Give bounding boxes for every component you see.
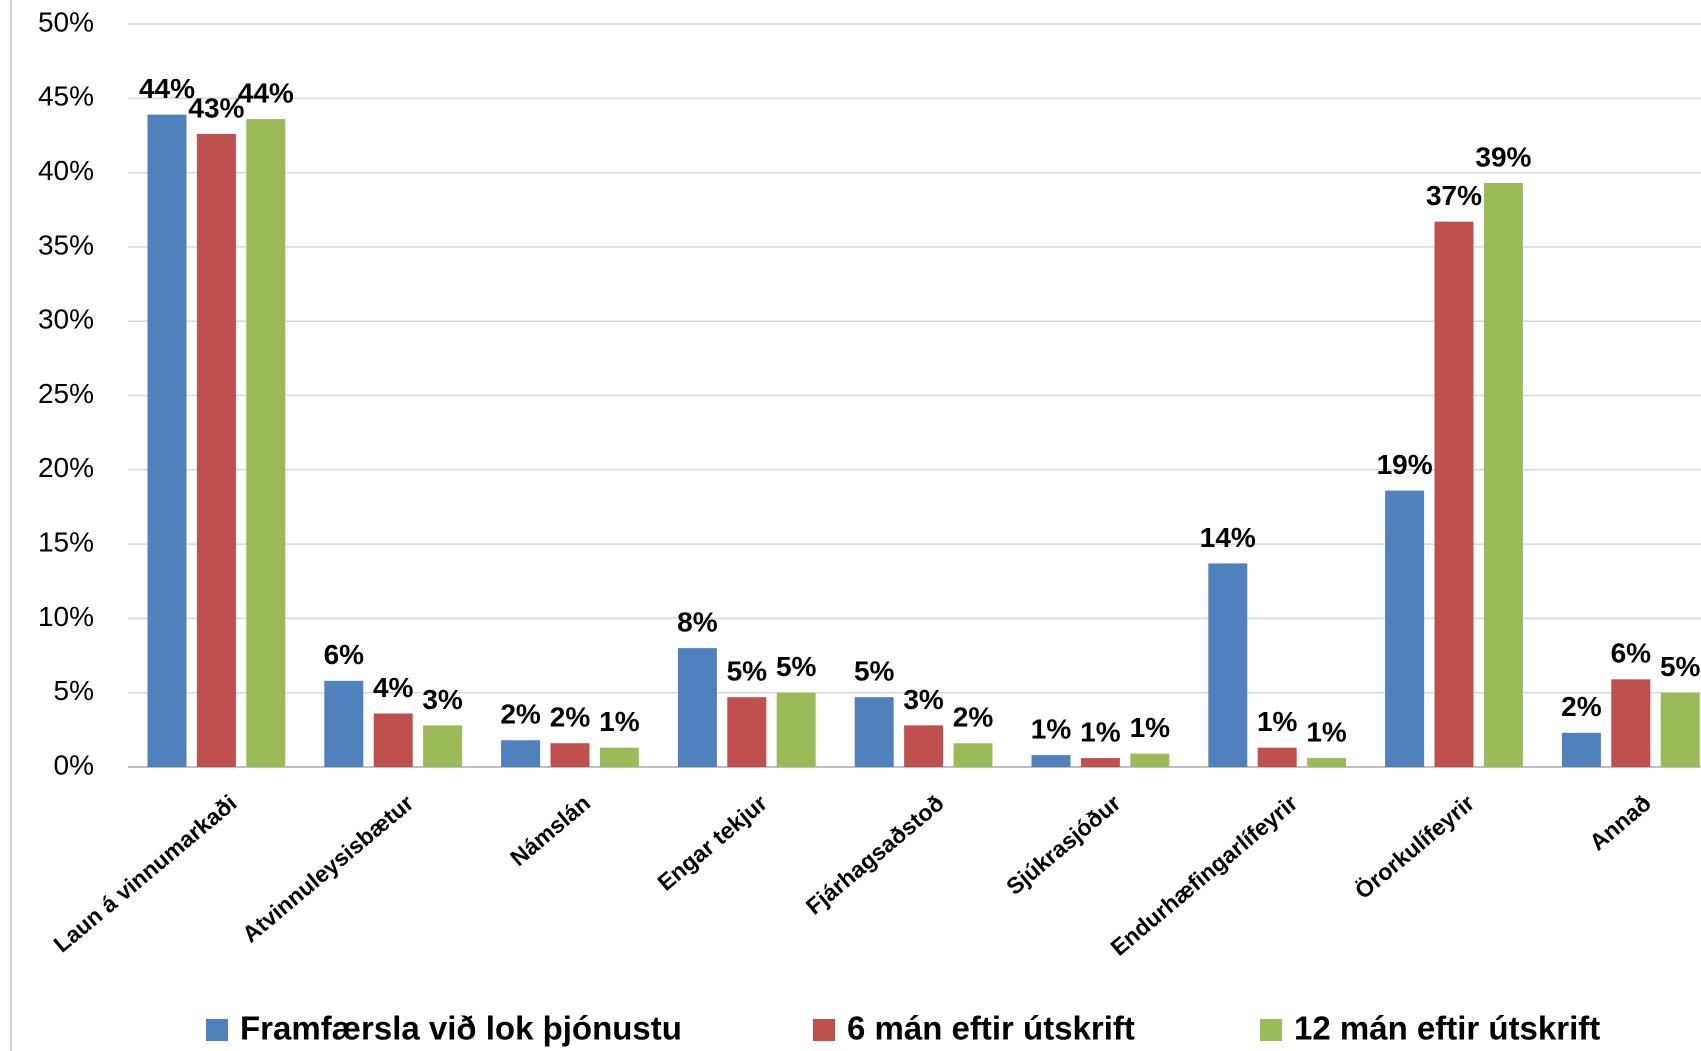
value-label: 44%	[238, 77, 294, 108]
value-label: 3%	[903, 684, 944, 715]
value-label: 39%	[1475, 141, 1531, 172]
bar	[373, 713, 413, 767]
bar	[904, 725, 944, 767]
bar	[1257, 747, 1297, 767]
bar	[501, 740, 541, 767]
value-label: 1%	[1031, 714, 1072, 745]
x-tick-label: Engar tekjur	[652, 790, 772, 896]
value-label: 2%	[1561, 691, 1602, 722]
value-label: 4%	[373, 672, 414, 703]
bar	[1483, 183, 1523, 767]
value-label: 1%	[1080, 716, 1121, 747]
x-tick-label: Laun á vinnumarkaði	[49, 790, 242, 958]
value-label: 43%	[188, 92, 244, 123]
x-tick-label: Námslán	[505, 790, 595, 872]
legend-swatch	[1260, 1019, 1282, 1041]
legend-label: Framfærsla við lok þjónustu	[240, 1010, 682, 1047]
bar	[953, 743, 993, 767]
bar	[1208, 563, 1248, 767]
bar	[324, 680, 364, 767]
bar	[550, 743, 590, 767]
x-tick-label: Örorkulífeyrir	[1350, 790, 1479, 904]
bar	[1561, 732, 1601, 767]
x-tick-label: Fjárhagsaðstoð	[801, 790, 949, 920]
bar	[1031, 755, 1071, 767]
y-tick-label: 5%	[54, 675, 94, 706]
bar	[854, 697, 894, 767]
bar	[1080, 758, 1120, 767]
value-label: 6%	[324, 639, 365, 670]
bar	[1385, 490, 1425, 767]
bar	[423, 725, 463, 767]
value-label: 5%	[727, 656, 768, 687]
value-label: 5%	[854, 656, 895, 687]
bar	[196, 133, 236, 768]
y-tick-label: 15%	[38, 526, 94, 557]
y-tick-label: 30%	[38, 304, 94, 335]
bar	[1660, 692, 1700, 767]
value-label: 2%	[500, 699, 541, 730]
bar	[147, 114, 187, 767]
value-label: 19%	[1377, 449, 1433, 480]
value-label: 37%	[1426, 180, 1482, 211]
value-label: 2%	[953, 702, 994, 733]
legend-label: 6 mán eftir útskrift	[847, 1010, 1135, 1047]
bar	[246, 119, 286, 767]
bar	[677, 648, 717, 767]
y-tick-label: 45%	[38, 81, 94, 112]
value-label: 3%	[422, 684, 463, 715]
y-tick-label: 20%	[38, 452, 94, 483]
y-tick-label: 50%	[38, 6, 94, 37]
value-label: 14%	[1200, 522, 1256, 553]
legend-swatch	[813, 1019, 835, 1041]
x-tick-label: Sjúkrasjóður	[1001, 790, 1125, 900]
value-label: 1%	[599, 706, 640, 737]
y-tick-label: 0%	[54, 749, 94, 780]
value-label: 1%	[1130, 712, 1171, 743]
value-label: 8%	[677, 607, 718, 638]
bar	[599, 747, 639, 767]
value-label: 5%	[776, 651, 817, 682]
legend-label: 12 mán eftir útskrift	[1294, 1010, 1600, 1047]
bar	[1130, 753, 1170, 767]
legend-swatch	[206, 1019, 228, 1041]
value-label: 44%	[139, 73, 195, 104]
value-label: 1%	[1306, 716, 1347, 747]
bar	[776, 692, 816, 767]
x-tick-label: Annað	[1584, 790, 1656, 856]
x-tick-label: Atvinnuleysisbætur	[237, 790, 418, 948]
y-tick-label: 10%	[38, 601, 94, 632]
y-tick-label: 40%	[38, 155, 94, 186]
bar	[1307, 758, 1347, 767]
bar	[1434, 221, 1474, 767]
y-tick-label: 35%	[38, 229, 94, 260]
bar	[727, 697, 767, 767]
y-tick-label: 25%	[38, 378, 94, 409]
value-label: 5%	[1660, 651, 1701, 682]
bar	[1611, 679, 1651, 767]
x-tick-label: Endurhæfingarlífeyrir	[1105, 790, 1302, 961]
value-label: 6%	[1611, 638, 1652, 669]
value-label: 1%	[1257, 706, 1298, 737]
value-label: 2%	[550, 702, 591, 733]
